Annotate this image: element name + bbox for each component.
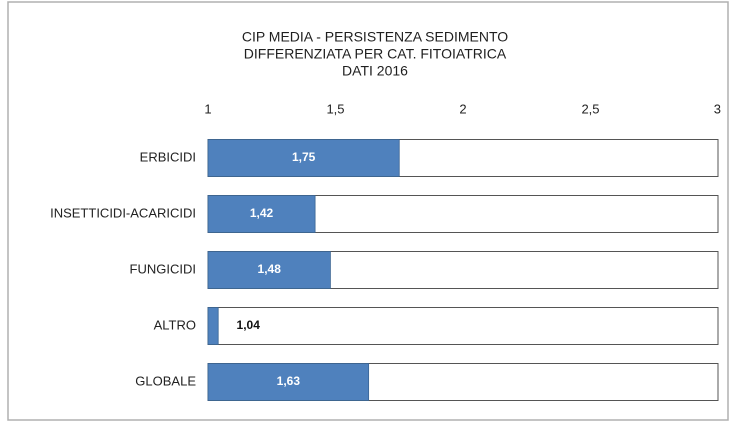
x-tick-label: 1: [204, 101, 211, 116]
bar: [207, 363, 370, 401]
value-label: 1,42: [250, 206, 274, 220]
bar: [207, 251, 331, 289]
x-tick-label: 2: [459, 101, 466, 116]
bar-track: [207, 307, 719, 345]
value-label: 1,48: [258, 262, 282, 276]
chart-title: DATI 2016: [342, 63, 408, 79]
bar: [207, 195, 316, 233]
x-tick-label: 2,5: [581, 101, 599, 116]
bar: [207, 139, 400, 177]
x-tick-label: 1,5: [326, 101, 344, 116]
x-tick-label: 3: [714, 101, 721, 116]
y-tick-label: FUNGICIDI: [130, 261, 196, 276]
value-label: 1,04: [237, 318, 261, 332]
chart-title: CIP MEDIA - PERSISTENZA SEDIMENTO: [242, 29, 508, 45]
y-tick-label: ERBICIDI: [140, 149, 196, 164]
y-tick-label: GLOBALE: [135, 373, 196, 388]
chart-title: DIFFERENZIATA PER CAT. FITOIATRICA: [244, 46, 507, 62]
bar: [207, 307, 219, 345]
value-label: 1,75: [292, 150, 316, 164]
y-tick-label: INSETTICIDI-ACARICIDI: [50, 205, 196, 220]
y-tick-label: ALTRO: [154, 317, 196, 332]
value-label: 1,63: [277, 374, 301, 388]
